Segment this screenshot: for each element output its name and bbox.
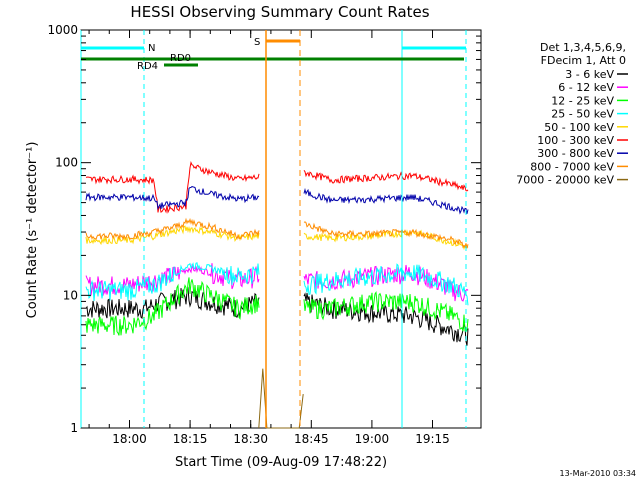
series-line: [85, 217, 260, 241]
series-line: [303, 170, 469, 192]
plot-frame: [80, 29, 482, 429]
x-axis-label: Start Time (09-Aug-09 17:48:22): [175, 455, 387, 470]
series-line: [303, 263, 469, 306]
y-tick-label: 10: [63, 288, 78, 302]
series-line: [303, 290, 469, 333]
series-line: [258, 368, 304, 429]
x-tick-label: 19:15: [415, 432, 450, 446]
series-line: [85, 277, 260, 336]
series-line: [85, 262, 260, 301]
x-tick-label: 18:00: [112, 432, 147, 446]
series-line: [85, 186, 260, 211]
legend-label: 25 - 50 keV: [551, 108, 614, 121]
y-tick-label: 100: [55, 156, 78, 170]
rd0-label: RD0: [170, 53, 191, 64]
rd4-label: RD4: [137, 61, 158, 72]
saa-label: S: [254, 37, 260, 48]
x-tick-label: 18:30: [233, 432, 268, 446]
legend-label: 800 - 7000 keV: [530, 160, 614, 173]
night-label: N: [148, 43, 155, 54]
x-tick-label: 19:00: [355, 432, 390, 446]
series-line: [303, 221, 469, 249]
y-tick-label: 1: [70, 421, 78, 435]
y-axis-label: Count Rate (s⁻¹ detector⁻¹): [25, 142, 40, 319]
series-line: [85, 160, 260, 214]
chart-title: HESSI Observing Summary Count Rates: [130, 3, 429, 21]
legend-label: 12 - 25 keV: [551, 94, 614, 107]
series-line: [303, 187, 469, 215]
legend-label: 6 - 12 keV: [558, 81, 614, 94]
x-tick-label: 18:45: [294, 432, 329, 446]
legend-header: FDecim 1, Att 0: [541, 54, 626, 67]
legend-label: 7000 - 20000 keV: [516, 174, 614, 187]
legend-label: 3 - 6 keV: [565, 68, 614, 81]
legend-label: 50 - 100 keV: [544, 121, 614, 134]
series-line: [85, 286, 260, 320]
legend-label: 300 - 800 keV: [537, 147, 614, 160]
x-tick-label: 18:15: [173, 432, 208, 446]
y-tick-label: 1000: [47, 23, 78, 37]
legend-label: 100 - 300 keV: [537, 134, 614, 147]
legend-header: Det 1,3,4,5,6,9,: [540, 41, 626, 54]
footer-date: 13-Mar-2010 03:34: [560, 469, 637, 478]
